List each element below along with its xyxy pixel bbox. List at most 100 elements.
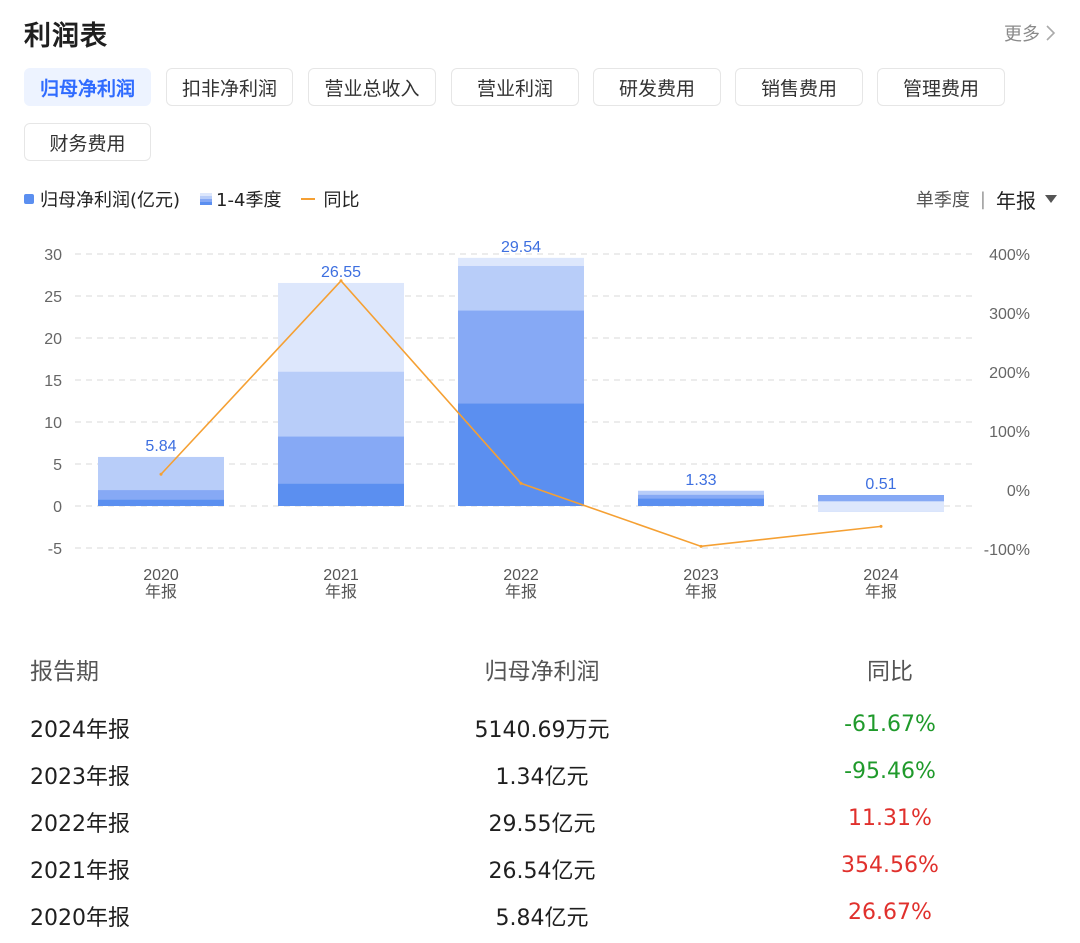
bar-segment-q2 (818, 495, 944, 501)
bar-segment-q4 (458, 257, 584, 266)
x-tick-label: 年报 (505, 583, 537, 601)
y-tick-label: -5 (48, 541, 62, 558)
bar-segment-q2 (458, 310, 584, 404)
x-tick-label: 2023 (683, 567, 719, 584)
row-net-profit: 1.34亿元 (495, 765, 589, 790)
table-row: 2022年报 29.55亿元 11.31% (0, 806, 1080, 846)
row-period: 2020年报 (30, 906, 130, 931)
row-net-profit: 5140.69万元 (474, 718, 610, 743)
header: 利润表 更多 (24, 12, 1056, 52)
row-period: 2023年报 (30, 765, 130, 790)
bar-value-label: 29.54 (501, 239, 541, 256)
tab-net-profit[interactable]: 归母净利润 (24, 68, 151, 106)
row-net-profit: 26.54亿元 (488, 859, 596, 884)
y-tick-label: 30 (44, 247, 62, 264)
y2-tick-label: 400% (989, 247, 1030, 264)
row-yoy: -95.46% (844, 759, 936, 784)
single-quarter-option[interactable]: 单季度 (915, 190, 970, 211)
row-net-profit: 5.84亿元 (495, 906, 589, 931)
legend-net-profit-label: 归母净利润(亿元) (40, 190, 181, 211)
bar-value-label: 26.55 (321, 264, 361, 281)
yoy-point (699, 544, 703, 548)
x-tick-label: 2020 (143, 567, 179, 584)
legend-square-swatch (24, 194, 34, 204)
bar-segment-q3 (278, 371, 404, 437)
legend-quarters[interactable]: 1-4季度 (200, 186, 281, 212)
bar-value-label: 0.51 (865, 476, 896, 493)
x-tick-label: 年报 (685, 583, 717, 601)
bar-segment-q2 (278, 436, 404, 484)
y2-tick-label: -100% (984, 542, 1030, 559)
legend-stack-swatch (200, 193, 213, 205)
x-tick-label: 年报 (325, 583, 357, 601)
row-yoy: 11.31% (848, 806, 932, 831)
y-tick-label: 5 (53, 457, 62, 474)
tab-admin-expense[interactable]: 管理费用 (877, 68, 1005, 106)
bar-value-label: 5.84 (145, 438, 176, 455)
legend-net-profit[interactable]: 归母净利润(亿元) (24, 186, 180, 212)
more-label: 更多 (1004, 24, 1040, 45)
header-yoy: 同比 (867, 659, 913, 685)
yoy-point (519, 481, 523, 485)
row-yoy: 354.56% (841, 853, 939, 878)
x-tick-label: 2024 (863, 567, 899, 584)
tab-deducted-net-profit[interactable]: 扣非净利润 (166, 68, 293, 106)
table-header: 报告期 归母净利润 同比 (0, 652, 1080, 692)
y-tick-label: 0 (53, 499, 62, 516)
y-tick-label: 20 (44, 331, 62, 348)
bar-segment-q2 (98, 490, 224, 500)
period-switch: 单季度 | 年报 (915, 185, 1058, 214)
legend-yoy[interactable]: 同比 (301, 186, 359, 212)
bar-segment-q1 (638, 498, 764, 506)
table-row: 2021年报 26.54亿元 354.56% (0, 853, 1080, 893)
y2-tick-label: 200% (989, 365, 1030, 382)
x-tick-label: 年报 (145, 583, 177, 601)
table-row: 2020年报 5.84亿元 26.67% (0, 900, 1080, 940)
header-net-profit: 归母净利润 (484, 659, 600, 685)
tab-total-revenue[interactable]: 营业总收入 (308, 68, 436, 106)
chevron-right-icon (1046, 25, 1056, 41)
header-period: 报告期 (30, 659, 99, 685)
x-tick-label: 2021 (323, 567, 359, 584)
chart-legend: 归母净利润(亿元) 1-4季度 同比 (24, 186, 379, 212)
caret-down-icon (1045, 195, 1057, 203)
annual-dropdown-label: 年报 (996, 188, 1036, 213)
more-link[interactable]: 更多 (1004, 20, 1056, 46)
x-tick-label: 年报 (865, 583, 897, 601)
row-period: 2021年报 (30, 859, 130, 884)
annual-dropdown[interactable]: 年报 (996, 185, 1058, 214)
y-tick-label: 25 (44, 289, 62, 306)
y-tick-label: 10 (44, 415, 62, 432)
row-yoy: 26.67% (848, 900, 932, 925)
legend-quarters-label: 1-4季度 (216, 190, 282, 211)
bar-segment-q1 (278, 483, 404, 506)
row-net-profit: 29.55亿元 (488, 812, 596, 837)
period-separator: | (979, 188, 986, 210)
net-profit-chart: 30 25 20 15 10 5 0 -5 400% 300% 200% 100% 0% -100% 5.8… (44, 239, 1030, 601)
row-yoy: -61.67% (844, 712, 936, 737)
y-tick-label: 15 (44, 373, 62, 390)
tab-finance-expense[interactable]: 财务费用 (24, 123, 151, 161)
legend-line-swatch (301, 198, 316, 200)
table-row: 2024年报 5140.69万元 -61.67% (0, 712, 1080, 752)
bar-segment-q4 (818, 501, 944, 512)
tab-rd-expense[interactable]: 研发费用 (593, 68, 721, 106)
bar-value-label: 1.33 (685, 472, 716, 489)
legend-yoy-label: 同比 (323, 190, 360, 211)
tab-sales-expense[interactable]: 销售费用 (735, 68, 863, 106)
bar-segment-q1 (98, 499, 224, 506)
y2-tick-label: 100% (989, 424, 1030, 441)
yoy-point (159, 472, 163, 476)
bar-segment-q3 (458, 265, 584, 311)
bar-segment-q3 (638, 490, 764, 495)
page-title: 利润表 (24, 21, 108, 52)
row-period: 2024年报 (30, 718, 130, 743)
tab-operating-profit[interactable]: 营业利润 (451, 68, 579, 106)
bar-segment-q1 (458, 403, 584, 506)
y2-tick-label: 300% (989, 306, 1030, 323)
y2-tick-label: 0% (1007, 483, 1030, 500)
yoy-point (879, 524, 883, 528)
row-period: 2022年报 (30, 812, 130, 837)
yoy-point (339, 279, 343, 283)
x-tick-label: 2022 (503, 567, 539, 584)
